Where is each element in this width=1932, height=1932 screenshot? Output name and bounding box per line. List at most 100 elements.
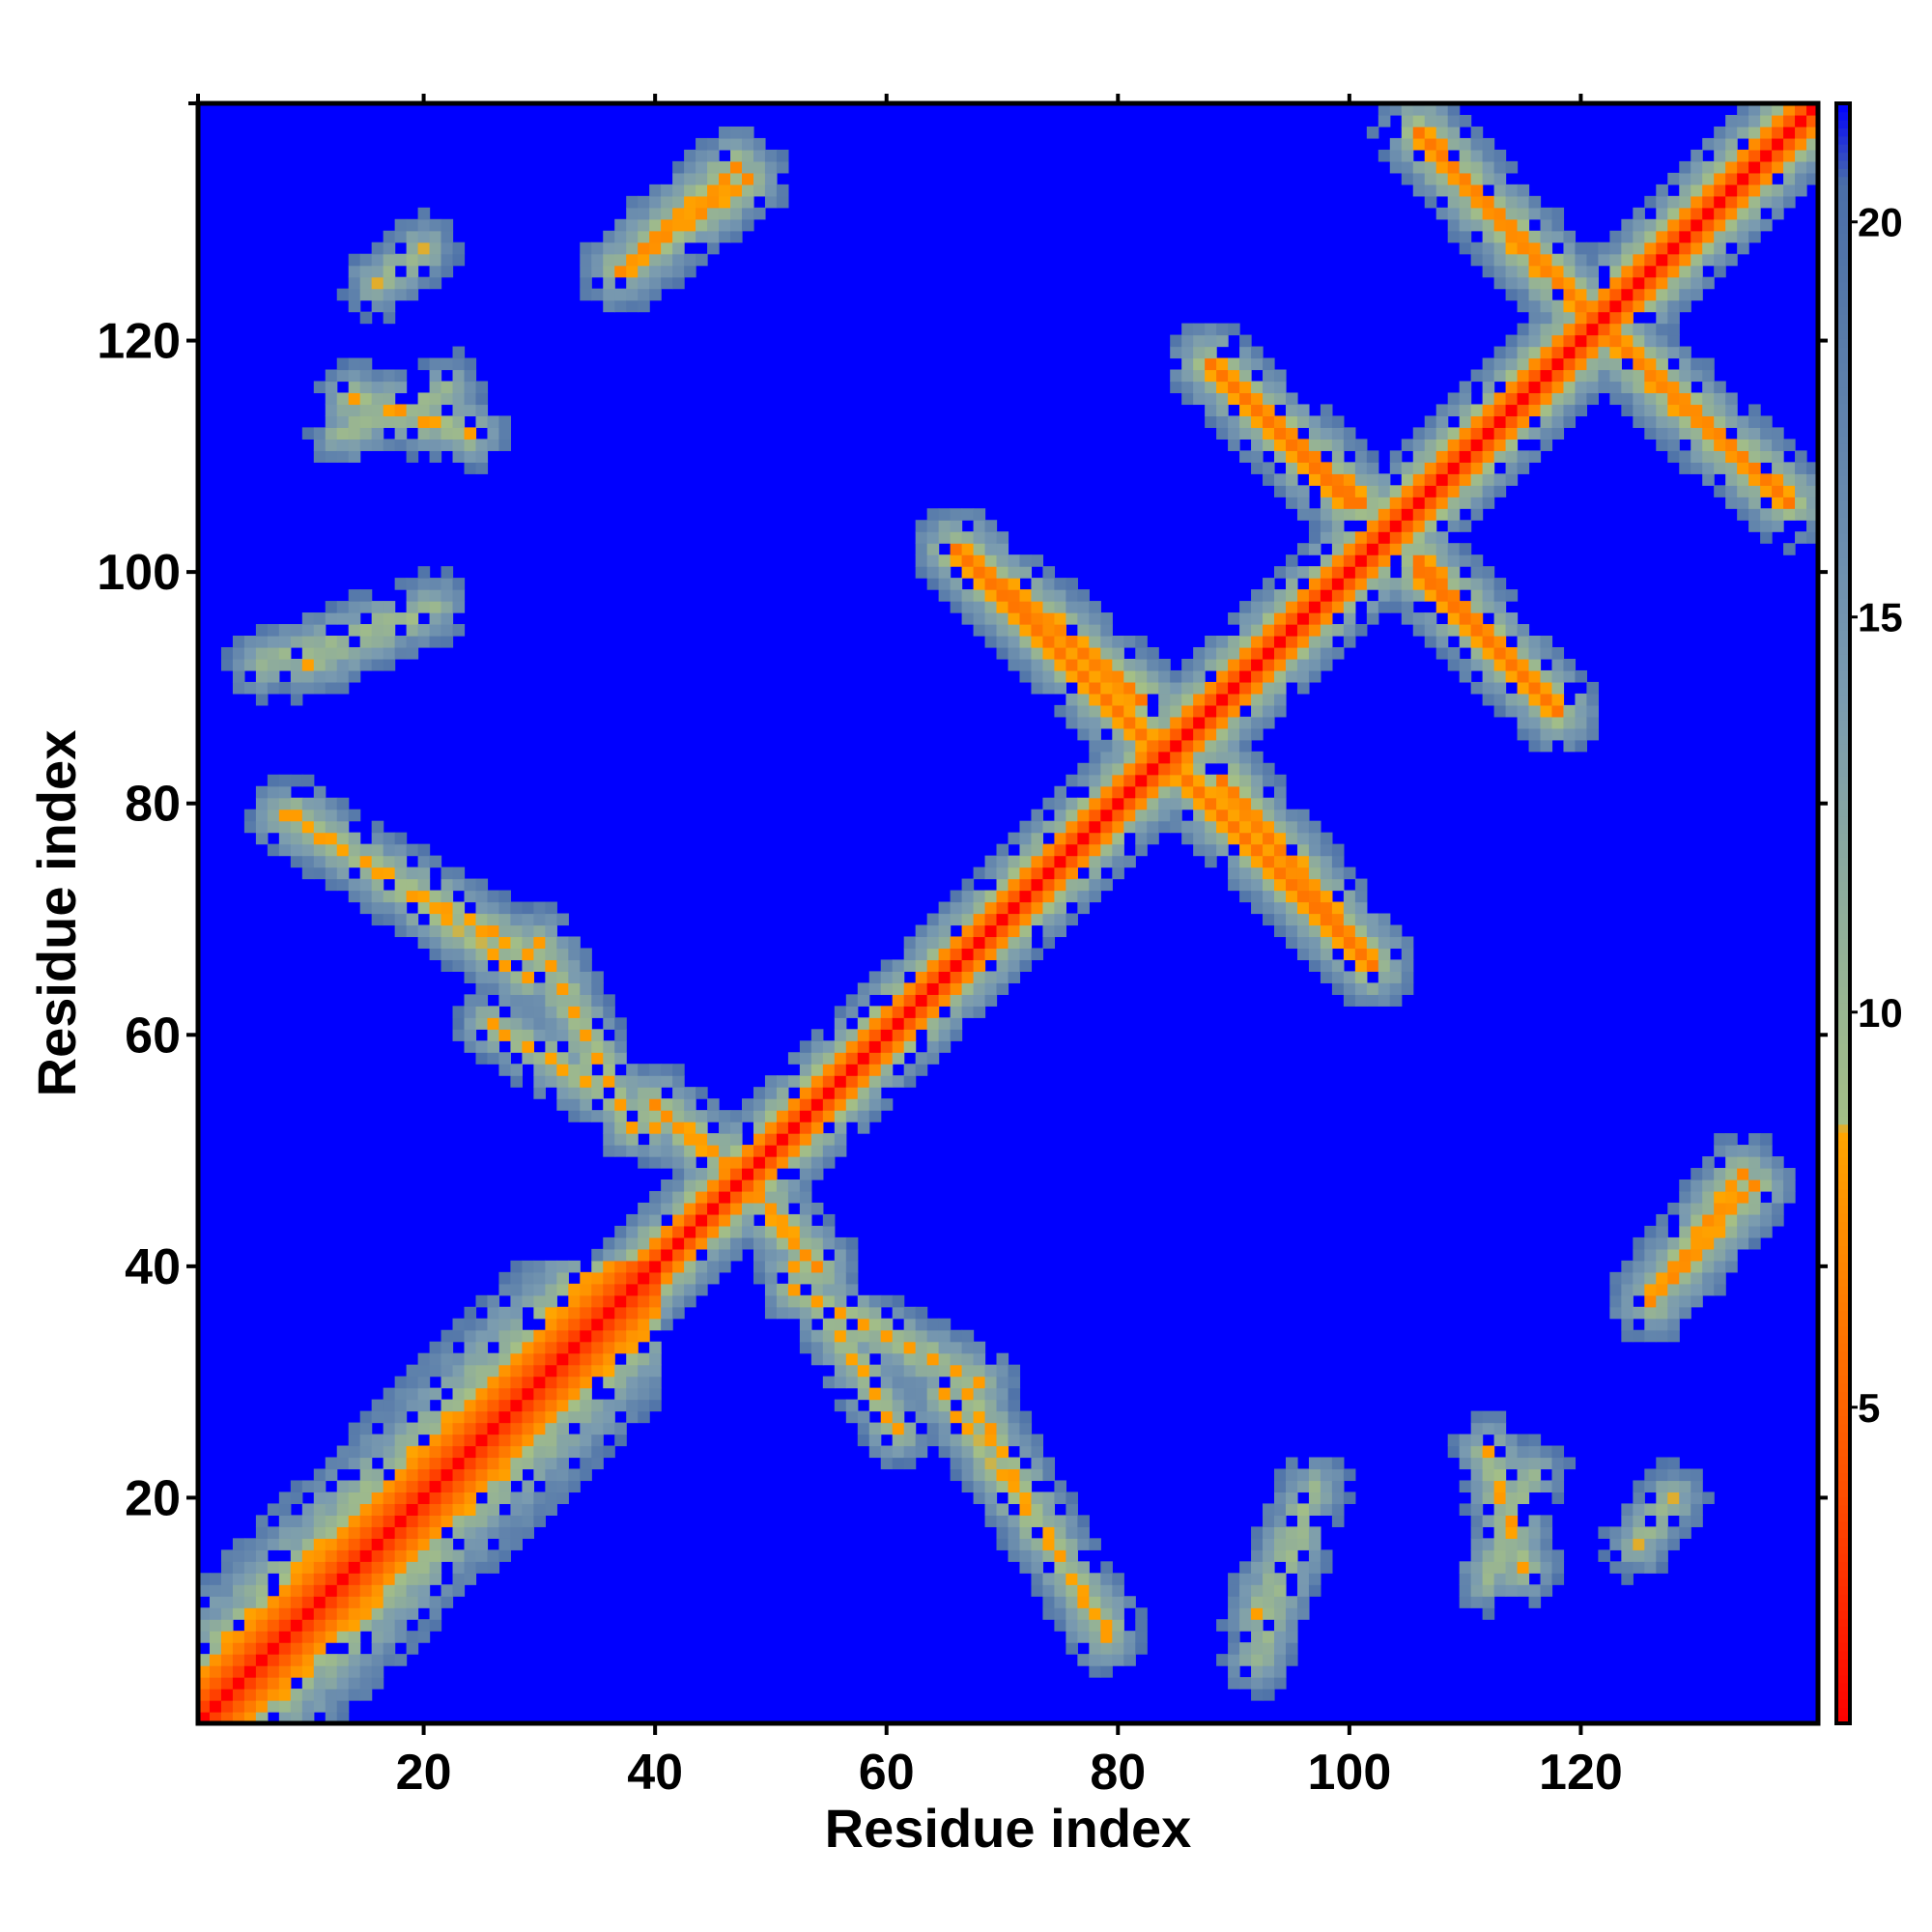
heatmap-cell	[1042, 913, 1056, 926]
heatmap-cell	[1586, 323, 1600, 336]
heatmap-cell	[1633, 1306, 1645, 1320]
heatmap-cell	[533, 1457, 546, 1470]
heatmap-cell	[359, 1689, 373, 1701]
heatmap-cell	[1447, 646, 1461, 660]
heatmap-cell	[487, 1006, 500, 1018]
heatmap-cell	[394, 878, 408, 892]
heatmap-cell	[394, 1619, 408, 1632]
heatmap-cell	[325, 450, 338, 463]
heatmap-cell	[290, 658, 303, 671]
heatmap-cell	[359, 265, 373, 278]
heatmap-cell	[301, 1584, 315, 1597]
colorbar-segment	[1836, 775, 1850, 785]
heatmap-cell	[1690, 149, 1703, 162]
heatmap-cell	[1205, 797, 1217, 810]
heatmap-cell	[359, 1492, 373, 1505]
heatmap-cell	[1089, 1654, 1101, 1666]
heatmap-cell	[522, 959, 534, 972]
heatmap-cell	[580, 1410, 592, 1424]
heatmap-cell	[1540, 1538, 1553, 1550]
heatmap-cell	[1505, 1503, 1519, 1516]
heatmap-cell	[417, 1376, 431, 1389]
colorbar-segment	[1836, 1585, 1850, 1595]
heatmap-cell	[371, 1526, 384, 1539]
heatmap-cell	[1679, 1492, 1691, 1505]
heatmap-cell	[1667, 415, 1680, 428]
heatmap-cell	[475, 1457, 489, 1470]
heatmap-cell	[1667, 369, 1680, 383]
heatmap-cell	[868, 1294, 882, 1308]
heatmap-cell	[1181, 658, 1194, 671]
heatmap-cell	[1633, 299, 1645, 313]
heatmap-cell	[313, 867, 327, 880]
heatmap-cell	[1077, 704, 1090, 718]
heatmap-cell	[533, 1445, 546, 1459]
heatmap-cell	[498, 1364, 512, 1378]
heatmap-cell	[522, 924, 534, 938]
heatmap-cell	[1470, 1515, 1484, 1527]
heatmap-cell	[1263, 716, 1275, 729]
heatmap-cell	[753, 1190, 766, 1204]
heatmap-cell	[961, 971, 975, 983]
heatmap-cell	[1008, 878, 1021, 892]
heatmap-cell	[1667, 323, 1680, 336]
heatmap-cell	[1412, 114, 1426, 128]
heatmap-cell	[209, 1596, 222, 1608]
heatmap-cell	[568, 1376, 581, 1389]
heatmap-cell	[1135, 820, 1148, 834]
heatmap-cell	[1205, 357, 1217, 371]
heatmap-cell	[267, 1526, 280, 1539]
heatmap-cell	[440, 1341, 454, 1354]
heatmap-cell	[1505, 369, 1519, 383]
heatmap-cell	[626, 1329, 639, 1343]
heatmap-cell	[1679, 1225, 1691, 1238]
heatmap-cell	[1112, 704, 1124, 718]
heatmap-cell	[1656, 1457, 1668, 1470]
heatmap-cell	[1656, 334, 1668, 348]
heatmap-cell	[1540, 346, 1553, 359]
heatmap-cell	[764, 184, 778, 197]
heatmap-cell	[1609, 253, 1622, 267]
heatmap-cell	[394, 218, 408, 232]
heatmap-cell	[1077, 727, 1090, 741]
heatmap-cell	[475, 1422, 489, 1435]
heatmap-cell	[1181, 704, 1194, 718]
heatmap-cell	[1459, 439, 1472, 451]
heatmap-cell	[696, 207, 708, 220]
heatmap-cell	[255, 1712, 269, 1724]
heatmap-cell	[707, 195, 720, 209]
heatmap-cell	[1737, 1202, 1749, 1215]
heatmap-cell	[1354, 878, 1368, 892]
heatmap-cell	[915, 1064, 928, 1076]
heatmap-cell	[661, 1248, 673, 1262]
heatmap-cell	[1228, 658, 1240, 671]
heatmap-cell	[267, 1596, 280, 1608]
heatmap-cell	[1714, 242, 1726, 255]
heatmap-cell	[1296, 1607, 1310, 1620]
heatmap-cell	[1714, 230, 1726, 243]
heatmap-cell	[510, 1376, 523, 1389]
heatmap-cell	[1470, 1538, 1484, 1550]
heatmap-cell	[417, 439, 431, 451]
heatmap-cell	[417, 1584, 431, 1597]
heatmap-cell	[278, 1654, 292, 1666]
heatmap-cell	[394, 890, 408, 903]
heatmap-cell	[1077, 646, 1090, 660]
heatmap-cell	[1274, 1503, 1287, 1516]
heatmap-cell	[880, 971, 894, 983]
heatmap-cell	[325, 1503, 338, 1516]
heatmap-cell	[984, 982, 998, 995]
heatmap-cell	[1077, 636, 1090, 648]
heatmap-cell	[1505, 669, 1519, 683]
heatmap-cell	[1760, 218, 1773, 232]
heatmap-cell	[568, 1294, 581, 1308]
heatmap-cell	[1772, 207, 1784, 220]
heatmap-cell	[406, 636, 419, 648]
heatmap-cell	[961, 1329, 975, 1343]
heatmap-cell	[1482, 160, 1495, 174]
heatmap-cell	[1065, 1596, 1078, 1608]
heatmap-cell	[1343, 566, 1356, 579]
heatmap-cell	[926, 1318, 940, 1331]
heatmap-cell	[1331, 924, 1345, 938]
heatmap-cell	[822, 1087, 836, 1099]
